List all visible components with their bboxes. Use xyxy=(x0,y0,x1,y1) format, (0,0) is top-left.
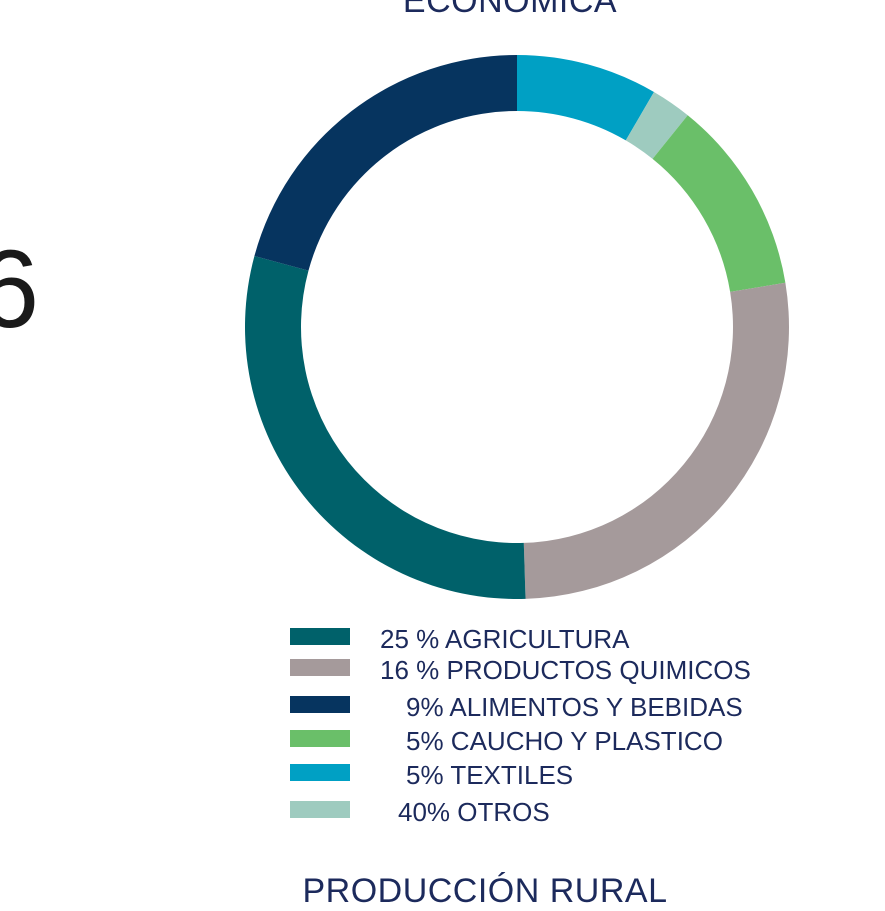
section-title: PRODUCCIÓN RURAL xyxy=(302,872,668,910)
donut-slice-agricultura xyxy=(245,256,526,599)
donut-slice-otros xyxy=(625,92,688,159)
legend-item-textiles: 5% TEXTILES xyxy=(290,758,770,792)
legend-swatch-alimentos-y-bebidas xyxy=(290,696,350,713)
partial-glyph: 6 xyxy=(0,228,40,351)
legend-item-agricultura: 25 % AGRICULTURA xyxy=(290,622,770,656)
legend-item-alimentos-y-bebidas: 9% ALIMENTOS Y BEBIDAS xyxy=(290,690,770,724)
legend-label-productos-quimicos: 16 % PRODUCTOS QUIMICOS xyxy=(380,655,751,685)
legend-item-productos-quimicos: 16 % PRODUCTOS QUIMICOS xyxy=(290,653,770,687)
donut-slice-alimentos-y-bebidas xyxy=(254,55,517,271)
legend-label-textiles: 5% TEXTILES xyxy=(406,760,574,790)
legend-swatch-agricultura xyxy=(290,628,350,645)
legend-swatch-otros xyxy=(290,801,350,818)
donut-slice-productos-quimicos xyxy=(523,282,789,599)
chart-title: ECONÓMICA xyxy=(402,0,618,20)
legend-swatch-textiles xyxy=(290,764,350,781)
legend-label-agricultura: 25 % AGRICULTURA xyxy=(380,624,630,654)
legend-label-caucho-y-plastico: 5% CAUCHO Y PLASTICO xyxy=(406,726,723,756)
donut-slice-textiles xyxy=(517,55,654,141)
legend-label-alimentos-y-bebidas: 9% ALIMENTOS Y BEBIDAS xyxy=(406,692,743,722)
legend-item-otros: 40% OTROS xyxy=(290,795,770,829)
legend-label-otros: 40% OTROS xyxy=(398,797,550,827)
legend-swatch-productos-quimicos xyxy=(290,659,350,676)
donut-slice-caucho-y-plastico xyxy=(652,115,786,292)
legend-swatch-caucho-y-plastico xyxy=(290,730,350,747)
legend-item-caucho-y-plastico: 5% CAUCHO Y PLASTICO xyxy=(290,724,770,758)
